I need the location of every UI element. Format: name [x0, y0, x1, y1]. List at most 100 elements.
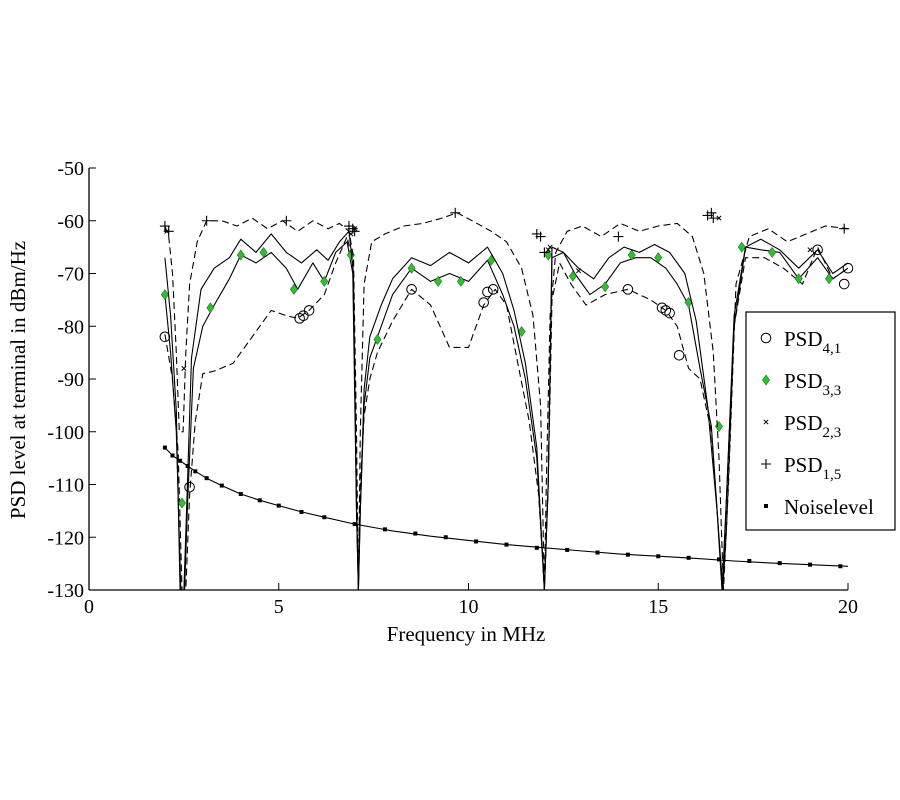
data-point: [456, 275, 465, 287]
data-point: [450, 207, 461, 218]
legend-label: PSD1,5: [784, 453, 841, 483]
data-point: [768, 246, 777, 258]
data-point: [747, 558, 752, 563]
data-point: [276, 503, 281, 508]
data-point: [443, 535, 448, 540]
data-point: [352, 522, 357, 527]
data-point: [539, 247, 550, 258]
data-point: [407, 262, 416, 274]
data-point: [204, 476, 209, 481]
data-point: [478, 297, 489, 308]
data-point: [504, 542, 509, 547]
series-line-3: [164, 230, 848, 590]
data-point: [812, 244, 823, 256]
x-tick-label: 10: [459, 596, 479, 618]
data-point: [487, 284, 499, 295]
legend-label: PSD3,3: [784, 369, 841, 399]
data-point: [601, 281, 610, 293]
y-axis-title: PSD level at terminal in dBm/Hz: [6, 241, 30, 519]
data-point: [544, 249, 553, 261]
data-point: [303, 305, 315, 316]
legend: PSD4,1 PSD3,3 PSD2,3 PSD1,5 Noiselevel: [745, 311, 896, 531]
legend-marker: [762, 374, 770, 386]
series-markers-5: [162, 445, 843, 569]
x-tick-label: 20: [838, 596, 858, 618]
legend-label: PSD2,3: [784, 411, 841, 441]
x-tick-label: 15: [648, 596, 668, 618]
data-point: [715, 420, 723, 432]
data-point: [257, 498, 262, 503]
data-point: [686, 555, 691, 560]
data-point: [622, 284, 634, 295]
y-tick-label: -80: [57, 316, 84, 338]
data-point: [808, 562, 813, 567]
data-point: [159, 221, 170, 232]
data-point: [185, 464, 190, 469]
series-layer: [159, 207, 854, 590]
data-point: [406, 284, 417, 295]
data-point: [482, 286, 493, 298]
data-point: [474, 539, 479, 544]
series-markers-2: [160, 241, 833, 509]
data-point: [299, 509, 304, 514]
data-point: [236, 249, 245, 261]
series-markers-1: [159, 244, 854, 493]
data-point: [576, 268, 582, 274]
series-markers-4: [159, 207, 850, 258]
y-tick-label: -120: [47, 527, 84, 549]
data-point: [178, 497, 186, 509]
series-markers-3: [164, 215, 813, 372]
data-point: [664, 307, 675, 319]
data-point: [565, 547, 570, 552]
legend-label: PSD4,1: [784, 327, 841, 357]
data-point: [162, 445, 167, 450]
data-point: [595, 550, 600, 555]
data-point: [193, 469, 198, 474]
data-point: [238, 491, 243, 496]
data-point: [170, 453, 175, 458]
data-point: [159, 331, 171, 343]
x-tick-label: 5: [274, 596, 284, 618]
data-point: [259, 246, 268, 258]
data-point: [322, 515, 327, 520]
data-point: [708, 213, 719, 224]
data-point: [716, 215, 722, 221]
x-tick-label: 0: [84, 596, 94, 618]
data-point: [716, 557, 721, 562]
y-tick-label: -60: [57, 211, 84, 233]
data-point: [625, 552, 630, 557]
y-tick-label: -100: [47, 422, 84, 444]
data-point: [178, 458, 183, 463]
data-point: [777, 561, 782, 566]
data-point: [627, 249, 636, 261]
data-point: [289, 283, 298, 295]
data-point: [373, 333, 382, 345]
y-tick-label: -90: [57, 369, 84, 391]
data-point: [184, 481, 195, 493]
data-point: [613, 231, 624, 242]
data-point: [434, 275, 443, 287]
y-tick-label: -50: [57, 158, 84, 180]
data-point: [673, 349, 685, 361]
y-tick-label: -130: [47, 580, 84, 602]
data-point: [794, 273, 803, 285]
data-point: [825, 273, 833, 285]
data-point: [201, 215, 212, 226]
data-point: [838, 564, 843, 569]
legend-marker: [761, 459, 771, 469]
data-point: [349, 226, 360, 237]
data-point: [347, 223, 358, 234]
data-point: [737, 241, 746, 253]
legend-marker: [764, 504, 768, 508]
legend-marker: [760, 332, 772, 344]
legend-marker: [763, 419, 769, 425]
data-point: [383, 527, 388, 532]
data-point: [535, 231, 546, 242]
data-point: [163, 226, 174, 237]
data-point: [298, 310, 309, 322]
legend-box: [745, 311, 896, 531]
data-point: [413, 531, 418, 536]
data-point: [656, 554, 661, 559]
legend-label: Noiselevel: [784, 495, 874, 519]
